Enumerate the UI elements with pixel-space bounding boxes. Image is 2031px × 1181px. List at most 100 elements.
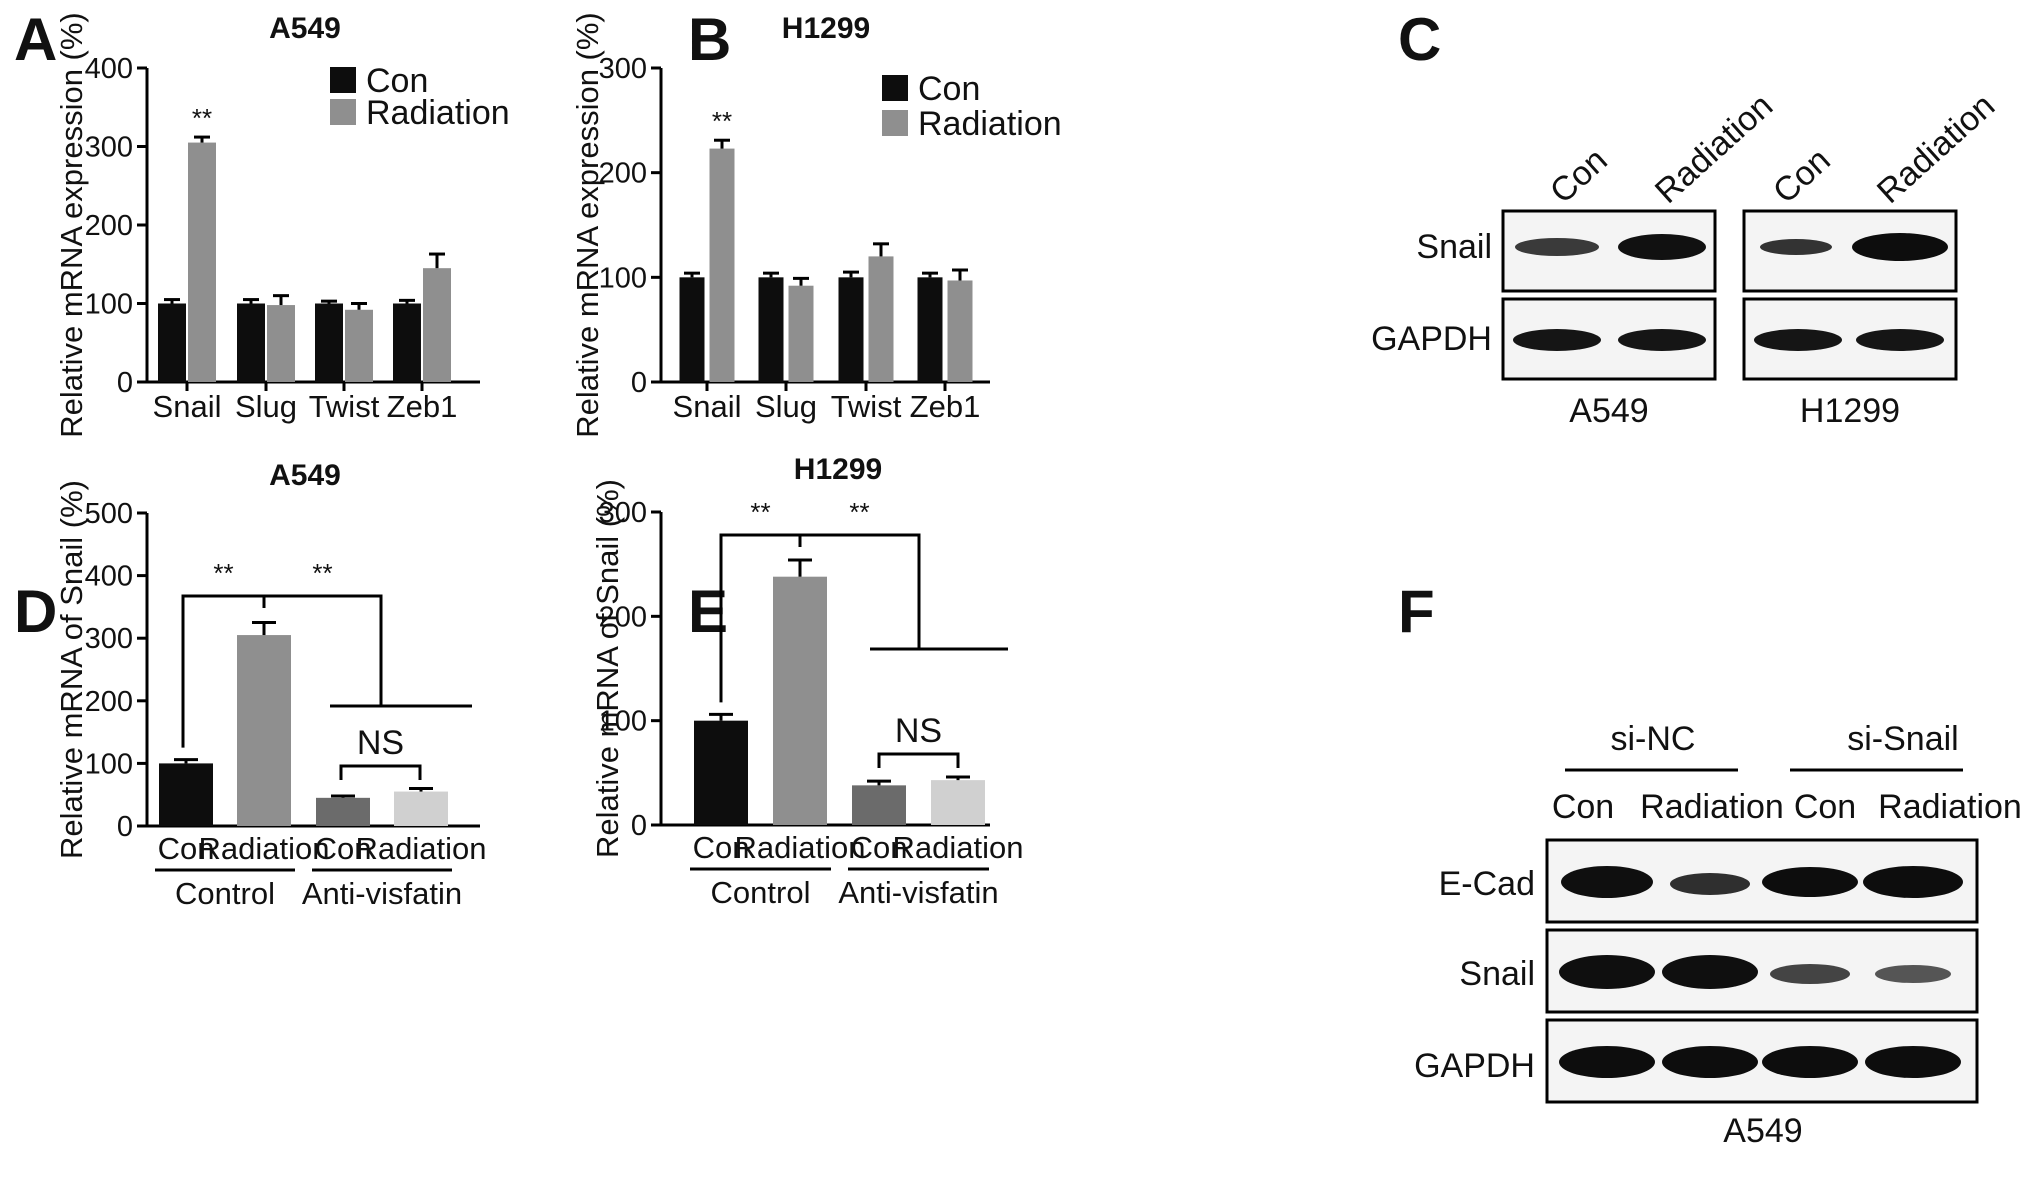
chart-e-ns-label: NS: [895, 712, 942, 750]
chart-e-group-label: Control: [711, 875, 811, 910]
blot-c-band: [1754, 329, 1842, 351]
blot-c-row-label-snail: Snail: [1416, 228, 1492, 266]
panel-letter-a: A: [14, 6, 57, 73]
chart-b-x-tick-label: Snail: [673, 389, 742, 424]
blot-c-cell-label-a549: A549: [1569, 392, 1648, 430]
blot-f-lane-label-3: Con: [1794, 788, 1856, 826]
chart-b-bar-con: [838, 277, 864, 382]
chart-d-x-tick-label: Radiation: [199, 831, 330, 866]
blot-f-lane-label-1: Con: [1552, 788, 1614, 826]
chart-e-bar: [773, 576, 827, 825]
chart-d-y-tick-label: 100: [85, 748, 133, 780]
chart-d-group-label: Anti-visfatin: [302, 876, 462, 911]
chart-e-significance-label: **: [849, 497, 869, 527]
chart-a-y-axis-label: Relative mRNA expression (%): [54, 12, 89, 438]
chart-b-bar-con: [917, 277, 943, 382]
chart-a-bar-radiation: [423, 268, 451, 382]
chart-b-y-tick-label: 100: [599, 262, 647, 294]
blot-c-band: [1618, 234, 1706, 260]
panel-letter-d: D: [14, 578, 57, 645]
blot-c-row-label-gapdh: GAPDH: [1371, 320, 1492, 358]
chart-d-significance-bracket: [181, 594, 383, 748]
chart-d-chart-title: A549: [269, 459, 341, 492]
chart-e-significance-bracket: [719, 533, 921, 703]
blot-f-band: [1559, 955, 1655, 989]
blot-c-band: [1513, 329, 1601, 351]
chart-b-x-tick-label: Slug: [755, 389, 817, 424]
chart-b-bar-radiation: [709, 148, 735, 382]
chart-e-x-tick-label: Con: [693, 830, 750, 865]
panel-letter-f: F: [1398, 578, 1435, 645]
western-blot-panel-c: Con Radiation Con Radiation Snail GAPDH …: [1371, 87, 2002, 430]
chart-a-legend-swatch: [330, 67, 356, 93]
chart-b-legend-swatch: [882, 110, 908, 136]
chart-a-bar-radiation: [188, 142, 216, 382]
chart-a-bar-con: [393, 303, 421, 382]
chart-b-y-axis-label: Relative mRNA expression (%): [570, 12, 605, 438]
chart-e-bar: [931, 780, 985, 825]
blot-f-lane-label-2: Radiation: [1640, 788, 1784, 826]
blot-f-band: [1662, 955, 1758, 989]
chart-d-x-tick-label: Radiation: [356, 831, 487, 866]
chart-d-group-label: Control: [175, 876, 275, 911]
chart-e-chart-title: H1299: [794, 453, 882, 486]
chart-a-x-tick-label: Snail: [153, 389, 222, 424]
chart-a-y-tick-label: 0: [117, 367, 133, 399]
chart-b-legend-label: Radiation: [918, 105, 1062, 143]
chart-d-ns-bracket: [339, 764, 422, 780]
chart-a-y-tick-label: 200: [85, 210, 133, 242]
chart-a-legend-label: Con: [366, 62, 428, 100]
chart-a-x-tick-label: Slug: [235, 389, 297, 424]
chart-e-x-tick-label: Con: [851, 830, 908, 865]
chart-e-ns-bracket: [877, 752, 960, 768]
chart-d-y-tick-label: 400: [85, 561, 133, 593]
chart-a-significance-label: **: [192, 103, 212, 133]
chart-a-chart-title: A549: [269, 12, 341, 45]
chart-b-y-tick-label: 200: [599, 158, 647, 190]
blot-f-band: [1662, 1046, 1758, 1078]
blot-f-band: [1559, 1046, 1655, 1078]
blot-f-band: [1762, 867, 1858, 897]
chart-e-x-tick-label: Radiation: [893, 830, 1024, 865]
blot-f-band: [1770, 964, 1850, 984]
chart-e-bar: [694, 720, 748, 825]
chart-a-bar-con: [237, 303, 265, 382]
western-blot-panel-f: si-NC si-Snail Con Radiation Con Radiati…: [1414, 720, 2022, 1150]
blot-f-band: [1863, 866, 1963, 898]
chart-b-bar-radiation: [868, 256, 894, 382]
chart-a-bar-radiation: [345, 309, 373, 382]
blot-c-lane-label-con-a549: Con: [1543, 141, 1615, 211]
blot-f-group-label-si-snail: si-Snail: [1847, 720, 1958, 758]
panel-letter-c: C: [1398, 6, 1441, 73]
chart-d-y-tick-label: 0: [117, 811, 133, 843]
chart-b-bar-radiation: [788, 285, 814, 382]
chart-b-y-tick-label: 300: [599, 53, 647, 85]
chart-d-bar: [394, 791, 448, 826]
chart-b-significance-label: **: [712, 106, 732, 136]
chart-d-y-tick-label: 500: [85, 498, 133, 530]
chart-a-bar-con: [158, 303, 186, 382]
chart-e-y-tick-label: 0: [631, 810, 647, 842]
chart-e-x-tick-label: Radiation: [735, 830, 866, 865]
chart-d-bar: [316, 797, 370, 826]
chart-d-ns-label: NS: [357, 724, 404, 762]
chart-d-significance-label: **: [213, 558, 233, 588]
chart-b-bar-con: [679, 277, 705, 382]
blot-c-lane-label-con-h1299: Con: [1766, 141, 1838, 211]
chart-e-y-tick-label: 300: [599, 497, 647, 529]
chart-b-legend-label: Con: [918, 70, 980, 108]
chart-a-x-tick-label: Zeb1: [387, 389, 458, 424]
blot-f-band: [1875, 965, 1951, 983]
blot-f-band: [1670, 873, 1750, 895]
blot-f-band: [1561, 866, 1653, 898]
chart-e-y-axis-label: Relative mRNA of Snail (%): [590, 479, 625, 858]
chart-b-bar-radiation: [947, 280, 973, 382]
chart-e-y-tick-label: 200: [599, 601, 647, 633]
chart-e-significance-label: **: [750, 497, 770, 527]
blot-f-band: [1865, 1046, 1961, 1078]
blot-c-lane-label-radiation-h1299: Radiation: [1870, 87, 2002, 211]
chart-a-legend-swatch: [330, 99, 356, 125]
